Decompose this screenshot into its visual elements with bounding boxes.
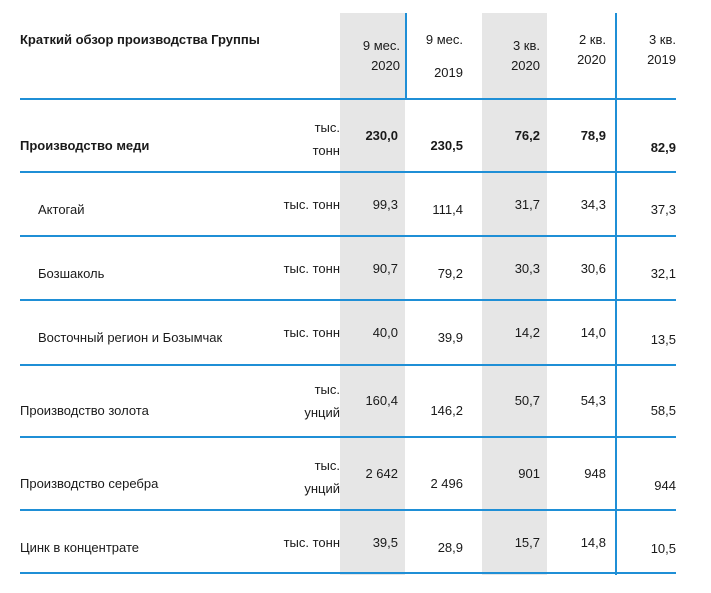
header-q3-2019-period: 3 кв. bbox=[648, 32, 676, 47]
cell-east-q3-2019: 13,5 bbox=[650, 332, 676, 347]
header-9m-2019-period: 9 мес. bbox=[425, 32, 463, 47]
unit-line2: тонн bbox=[312, 143, 340, 158]
cell-aktogay-9m-2019: 111,4 bbox=[432, 202, 463, 217]
row-divider bbox=[20, 299, 676, 301]
row-label-silver: Производство серебра bbox=[20, 476, 159, 491]
row-unit-copper: тыс. тонн bbox=[260, 116, 340, 162]
cell-zinc-q2-2020: 14,8 bbox=[580, 535, 606, 550]
highlight-column-9m-2020 bbox=[340, 13, 405, 575]
header-9m-2020-period: 9 мес. bbox=[362, 38, 400, 53]
row-label-east-region: Восточный регион и Бозымчак bbox=[38, 330, 223, 345]
cell-gold-q3-2019: 58,5 bbox=[650, 403, 676, 418]
unit-line2: унций bbox=[304, 481, 340, 496]
column-separator bbox=[405, 13, 407, 98]
unit-line1: тыс. bbox=[314, 382, 340, 397]
cell-copper-9m-2019: 230,5 bbox=[430, 138, 463, 153]
header-divider bbox=[20, 98, 676, 100]
row-label-zinc: Цинк в концентрате bbox=[20, 540, 139, 555]
cell-east-q2-2020: 14,0 bbox=[580, 325, 606, 340]
row-unit-gold: тыс. унций bbox=[260, 378, 340, 424]
cell-bozshakol-9m-2020: 90,7 bbox=[372, 261, 398, 276]
cell-copper-q3-2020: 76,2 bbox=[514, 128, 540, 143]
header-q3-2020-period: 3 кв. bbox=[512, 38, 540, 53]
row-divider bbox=[20, 572, 676, 574]
row-divider bbox=[20, 171, 676, 173]
cell-gold-q2-2020: 54,3 bbox=[580, 393, 606, 408]
cell-zinc-9m-2020: 39,5 bbox=[372, 535, 398, 550]
cell-aktogay-9m-2020: 99,3 bbox=[372, 197, 398, 212]
row-unit-silver: тыс. унций bbox=[260, 454, 340, 500]
unit-line1: тыс. bbox=[314, 120, 340, 135]
cell-bozshakol-9m-2019: 79,2 bbox=[437, 266, 463, 281]
cell-bozshakol-q3-2019: 32,1 bbox=[650, 266, 676, 281]
cell-silver-q3-2020: 901 bbox=[518, 466, 540, 481]
cell-gold-q3-2020: 50,7 bbox=[514, 393, 540, 408]
cell-aktogay-q3-2020: 31,7 bbox=[514, 197, 540, 212]
row-label-bozshakol: Бозшаколь bbox=[38, 266, 105, 281]
header-9m-2019-year: 2019 bbox=[434, 65, 463, 80]
cell-east-9m-2019: 39,9 bbox=[437, 330, 463, 345]
header-q2-2020-period: 2 кв. bbox=[578, 32, 606, 47]
cell-silver-9m-2020: 2 642 bbox=[365, 466, 398, 481]
unit-line1: тыс. bbox=[314, 458, 340, 473]
row-divider bbox=[20, 364, 676, 366]
highlight-column-q3-2020 bbox=[482, 13, 547, 575]
unit-line2: унций bbox=[304, 405, 340, 420]
cell-gold-9m-2019: 146,2 bbox=[430, 403, 463, 418]
row-label-aktogay: Актогай bbox=[38, 202, 85, 217]
cell-silver-9m-2019: 2 496 bbox=[430, 476, 463, 491]
row-divider bbox=[20, 436, 676, 438]
cell-copper-q2-2020: 78,9 bbox=[580, 128, 606, 143]
cell-east-9m-2020: 40,0 bbox=[372, 325, 398, 340]
header-q2-2020-year: 2020 bbox=[577, 52, 606, 67]
row-divider bbox=[20, 509, 676, 511]
header-9m-2020-year: 2020 bbox=[371, 58, 400, 73]
row-label-copper: Производство меди bbox=[20, 138, 150, 153]
cell-gold-9m-2020: 160,4 bbox=[365, 393, 398, 408]
cell-aktogay-q2-2020: 34,3 bbox=[580, 197, 606, 212]
cell-aktogay-q3-2019: 37,3 bbox=[650, 202, 676, 217]
row-label-gold: Производство золота bbox=[20, 403, 149, 418]
header-q3-2020-year: 2020 bbox=[511, 58, 540, 73]
header-q3-2019-year: 2019 bbox=[647, 52, 676, 67]
cell-zinc-q3-2019: 10,5 bbox=[650, 541, 676, 556]
column-separator bbox=[615, 13, 617, 575]
cell-east-q3-2020: 14,2 bbox=[514, 325, 540, 340]
cell-bozshakol-q3-2020: 30,3 bbox=[514, 261, 540, 276]
cell-copper-q3-2019: 82,9 bbox=[650, 140, 676, 155]
row-divider bbox=[20, 235, 676, 237]
row-unit-east-region: тыс. тонн bbox=[283, 325, 340, 340]
cell-bozshakol-q2-2020: 30,6 bbox=[580, 261, 606, 276]
cell-zinc-q3-2020: 15,7 bbox=[514, 535, 540, 550]
row-unit-bozshakol: тыс. тонн bbox=[283, 261, 340, 276]
cell-silver-q2-2020: 948 bbox=[584, 466, 606, 481]
row-unit-zinc: тыс. тонн bbox=[283, 535, 340, 550]
cell-zinc-9m-2019: 28,9 bbox=[437, 540, 463, 555]
row-unit-aktogay: тыс. тонн bbox=[283, 197, 340, 212]
table-title: Краткий обзор производства Группы bbox=[20, 32, 260, 47]
cell-copper-9m-2020: 230,0 bbox=[365, 128, 398, 143]
cell-silver-q3-2019: 944 bbox=[654, 478, 676, 493]
